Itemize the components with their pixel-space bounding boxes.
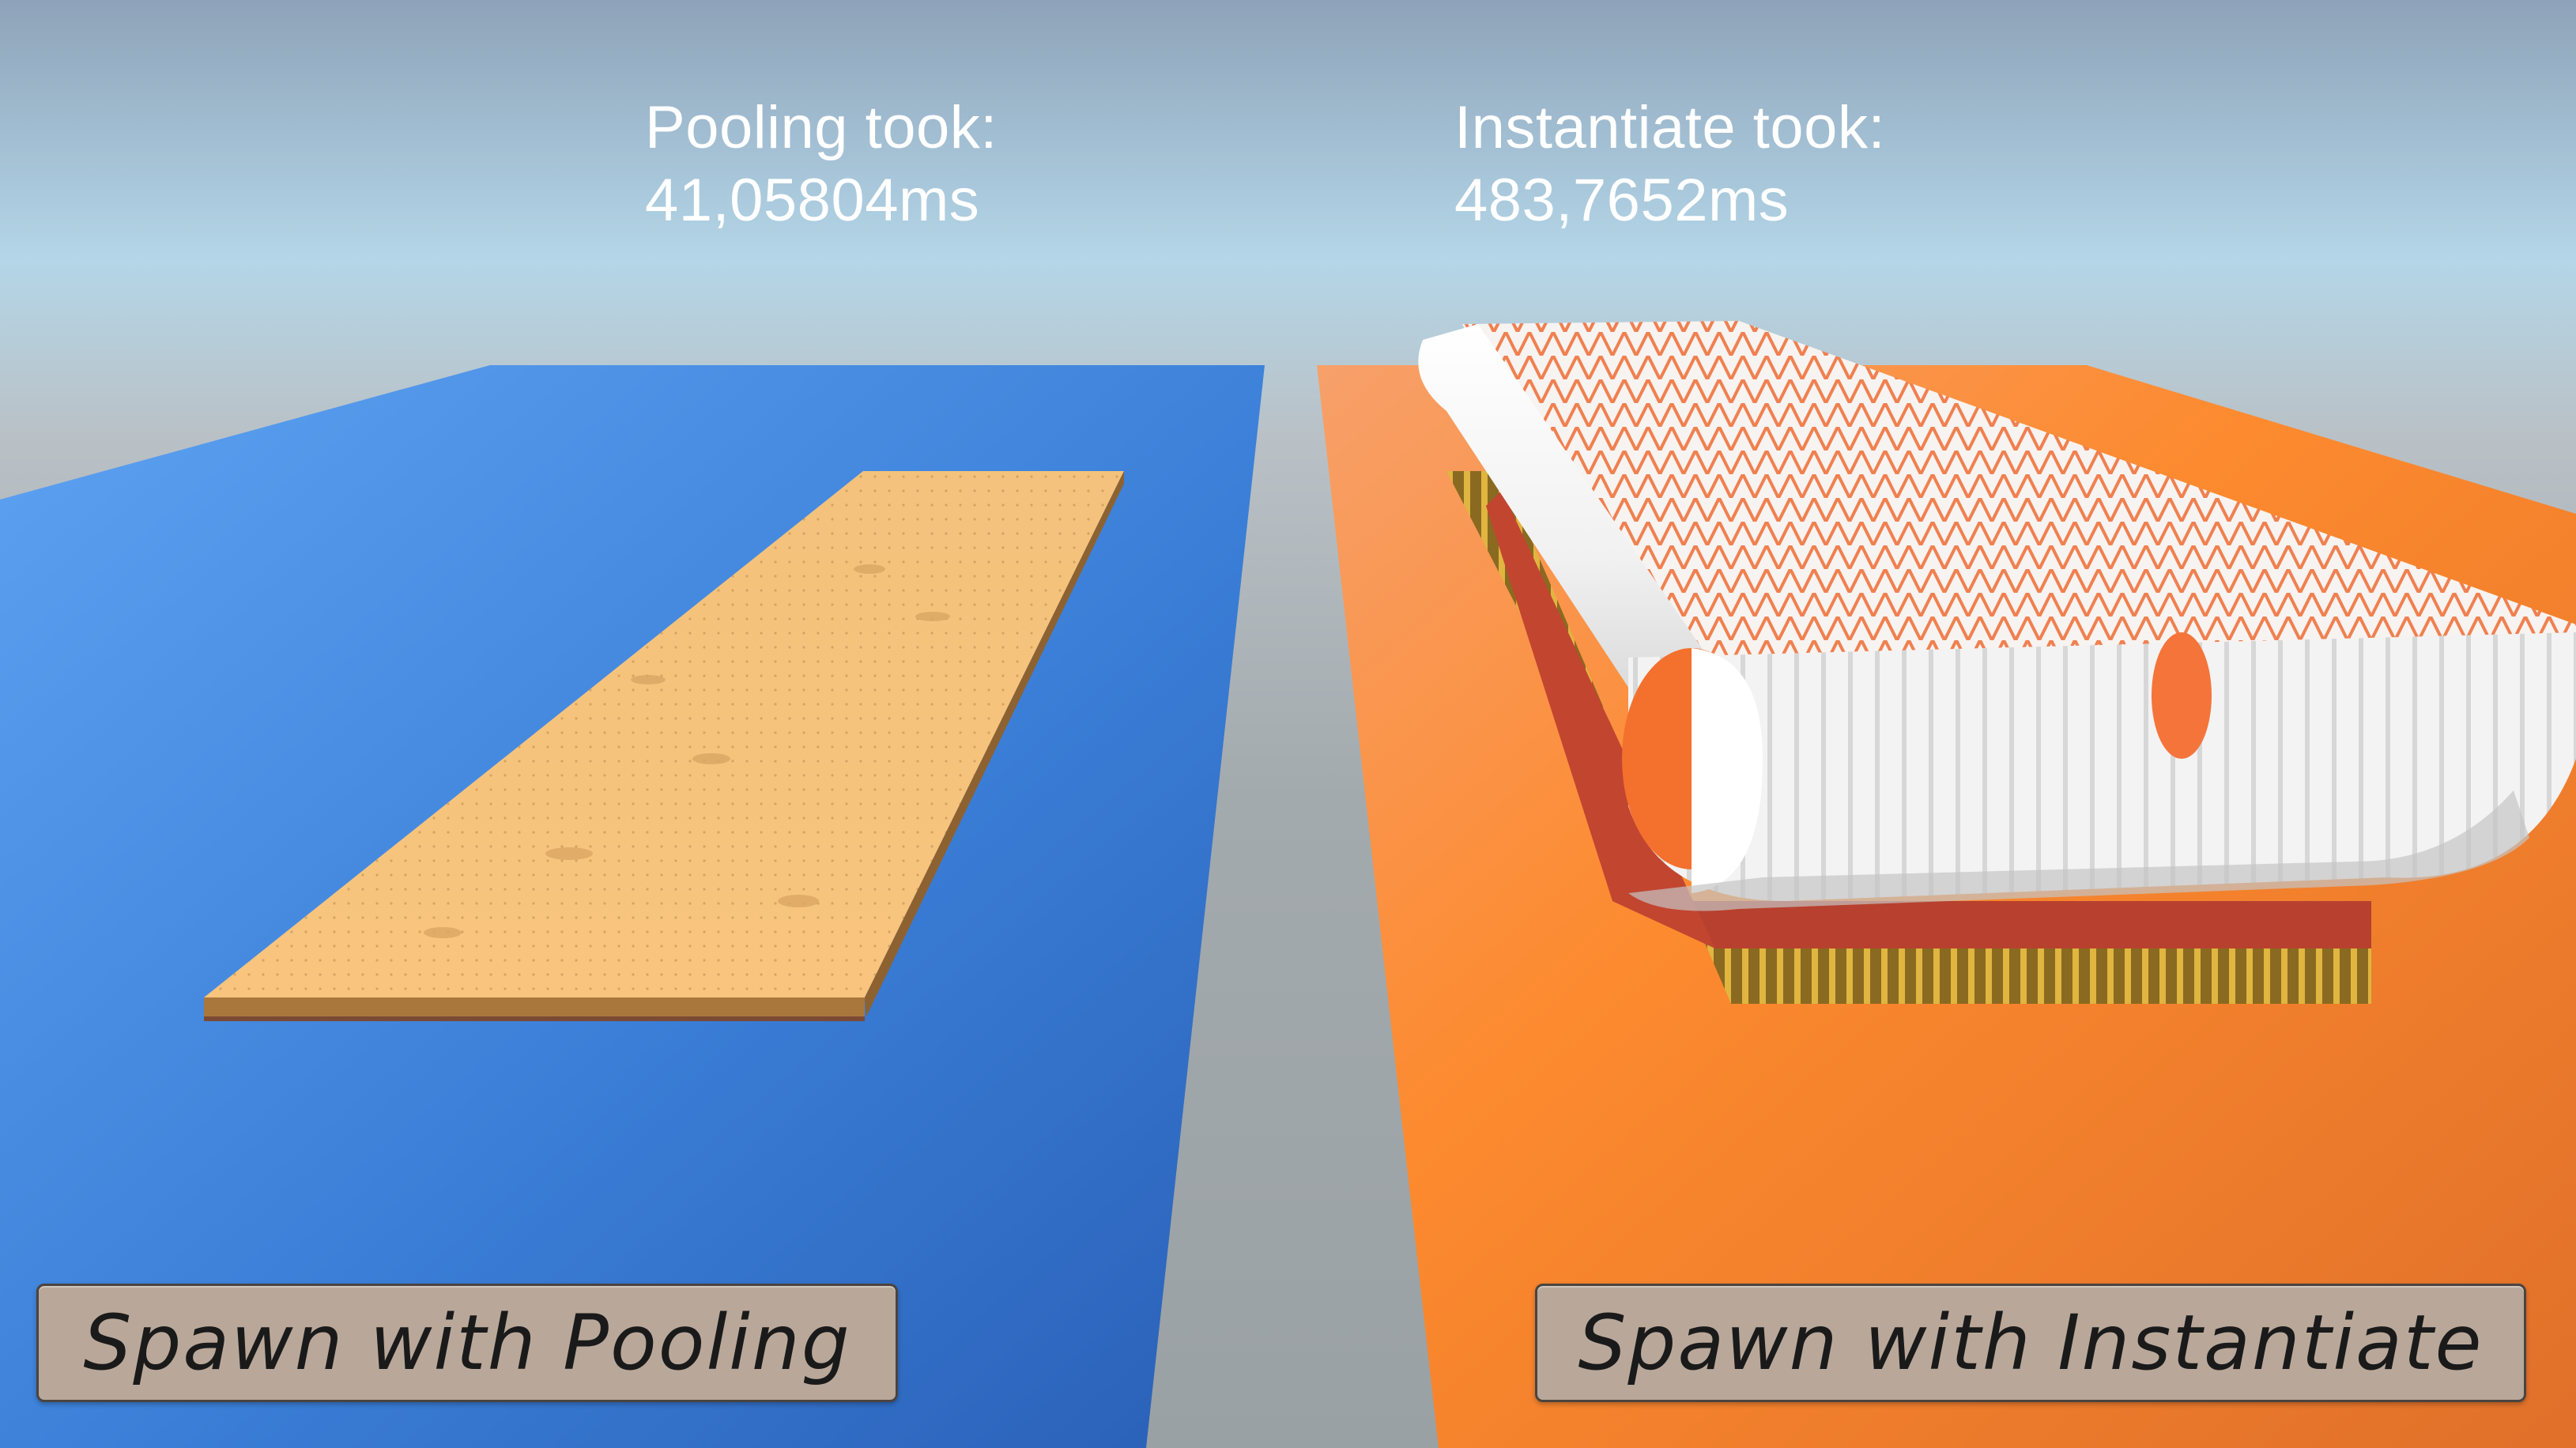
- spawn-with-instantiate-label: Spawn with Instantiate: [1578, 1299, 2484, 1387]
- spawn-with-pooling-label: Spawn with Pooling: [83, 1299, 851, 1387]
- pooling-timing-value: 41,05804ms: [645, 167, 980, 234]
- instantiate-timing-label: Instantiate took:: [1454, 94, 1886, 161]
- instantiate-timing-readout: Instantiate took: 483,7652ms: [1454, 92, 1885, 237]
- spawn-with-instantiate-button[interactable]: Spawn with Instantiate: [1535, 1284, 2526, 1402]
- spawn-with-pooling-button[interactable]: Spawn with Pooling: [36, 1284, 898, 1402]
- instantiated-objects-pile: [1418, 321, 2576, 1004]
- pooled-objects-slab: [204, 471, 1124, 1021]
- pooling-timing-readout: Pooling took: 41,05804ms: [645, 92, 998, 237]
- instantiate-timing-value: 483,7652ms: [1454, 167, 1790, 234]
- pooling-timing-label: Pooling took:: [645, 94, 998, 161]
